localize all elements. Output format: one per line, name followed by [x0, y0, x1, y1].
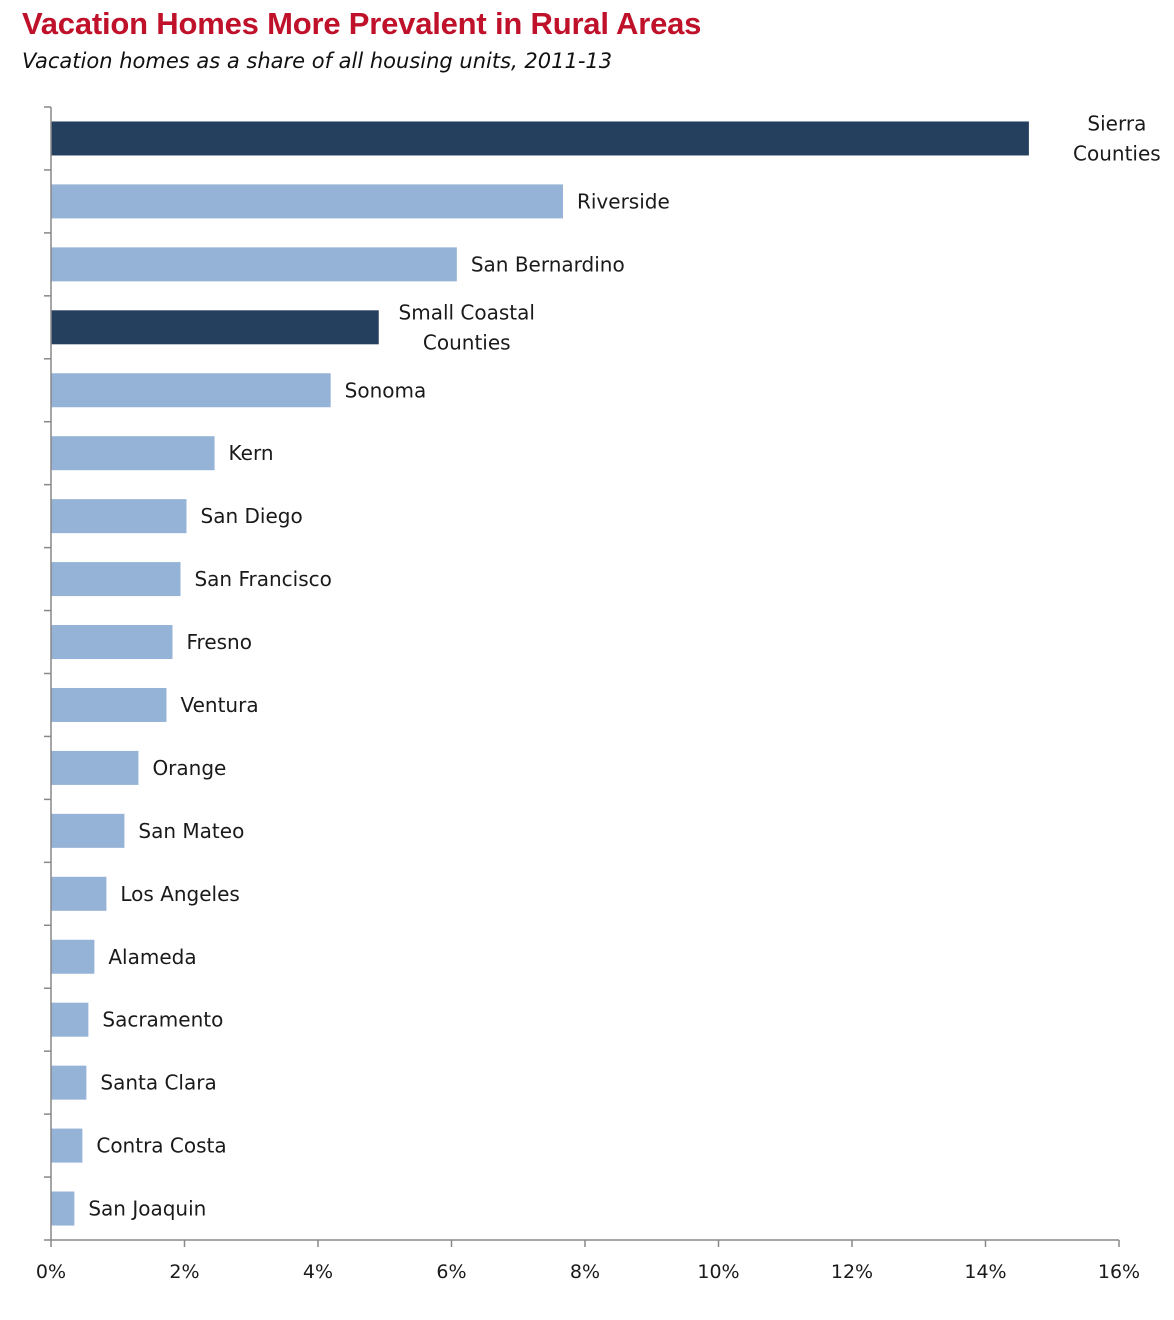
bar-san-bernardino — [51, 247, 457, 282]
bar-label: Santa Clara — [100, 1071, 216, 1095]
x-tick-label: 0% — [36, 1261, 66, 1283]
bar-label: Kern — [229, 441, 274, 465]
bar-sonoma — [51, 373, 331, 408]
bar-orange — [51, 750, 139, 785]
x-tick-label: 12% — [831, 1261, 873, 1283]
bar-los-angeles — [51, 876, 107, 911]
bar-san-francisco — [51, 562, 181, 597]
x-tick-label: 8% — [570, 1261, 600, 1283]
bars-group — [51, 121, 1029, 1226]
bar-label: Ventura — [180, 693, 258, 717]
x-tick-label: 10% — [697, 1261, 739, 1283]
bar-label: San Joaquin — [88, 1197, 206, 1221]
x-tick-label: 4% — [303, 1261, 333, 1283]
bar-sacramento — [51, 1002, 89, 1037]
chart-title: Vacation Homes More Prevalent in Rural A… — [22, 6, 702, 41]
bar-alameda — [51, 939, 95, 974]
bar-san-joaquin — [51, 1191, 75, 1226]
chart-subtitle: Vacation homes as a share of all housing… — [22, 49, 613, 73]
bar-label-line: Sierra — [1087, 111, 1146, 135]
bar-kern — [51, 436, 215, 471]
x-tick-label: 2% — [169, 1261, 199, 1283]
x-tick-label: 6% — [436, 1261, 466, 1283]
bar-sierra-counties — [51, 121, 1029, 156]
bar-label: Sierra Counties — [1073, 111, 1161, 165]
bar-label: Los Angeles — [120, 882, 239, 906]
bar-label: Alameda — [108, 945, 196, 969]
bar-label-line: Small Coastal — [399, 300, 535, 324]
bar-label: Riverside — [577, 189, 670, 213]
bar-label-line: Counties — [1073, 141, 1161, 165]
bar-label: Orange — [152, 756, 226, 780]
bar-san-mateo — [51, 813, 125, 848]
bar-label: Fresno — [186, 630, 251, 654]
bar-ventura — [51, 687, 167, 722]
bar-label: San Bernardino — [471, 252, 625, 276]
bar-label: San Diego — [201, 504, 303, 528]
bar-label-line: Counties — [423, 330, 511, 354]
x-tick-label: 16% — [1098, 1261, 1140, 1283]
bar-fresno — [51, 625, 173, 660]
bar-san-diego — [51, 499, 187, 534]
bar-label: Sacramento — [102, 1008, 223, 1032]
labels-group: Sierra Counties Riverside San Bernardino Sma… — [36, 111, 1161, 1283]
bar-riverside — [51, 184, 563, 219]
bar-label: San Francisco — [194, 567, 331, 591]
bar-label: San Mateo — [138, 819, 244, 843]
bar-label: Small Coastal Counties — [399, 300, 535, 354]
bar-label: Sonoma — [345, 378, 427, 402]
bar-small-coastal-counties — [51, 310, 379, 345]
bar-contra-costa — [51, 1128, 83, 1163]
x-tick-label: 14% — [964, 1261, 1006, 1283]
bar-label: Contra Costa — [96, 1134, 226, 1158]
bar-santa-clara — [51, 1065, 87, 1100]
axes-group — [44, 106, 1120, 1247]
